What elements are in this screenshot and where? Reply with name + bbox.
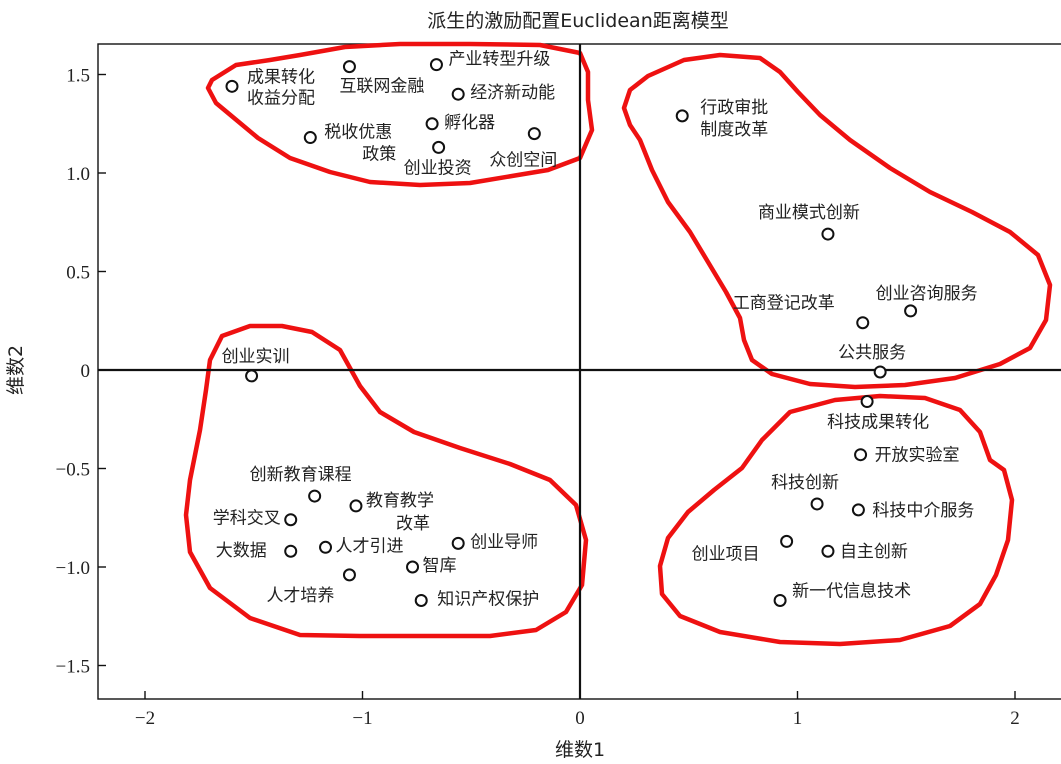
data-point bbox=[851, 503, 865, 517]
y-tick-label: −1.0 bbox=[56, 558, 90, 579]
data-point bbox=[245, 369, 259, 383]
x-axis-title: 维数1 bbox=[555, 739, 605, 761]
point-label: 人才引进 bbox=[336, 536, 404, 556]
point-label: 科技创新 bbox=[771, 473, 839, 493]
data-points bbox=[225, 58, 918, 607]
point-label: 学科交叉 bbox=[213, 509, 281, 529]
y-tick-label: 1.0 bbox=[66, 164, 90, 185]
point-label: 智库 bbox=[423, 556, 457, 576]
data-point bbox=[284, 544, 298, 558]
point-label: 工商登记改革 bbox=[733, 294, 835, 314]
chart-title: 派生的激励配置Euclidean距离模型 bbox=[427, 10, 729, 32]
cluster-outlines bbox=[183, 41, 1053, 647]
point-label: 行政审批制度改革 bbox=[700, 98, 768, 140]
data-point bbox=[856, 316, 870, 330]
data-point bbox=[821, 227, 835, 241]
data-point bbox=[425, 117, 439, 131]
point-label: 税收优惠政策 bbox=[324, 123, 396, 165]
data-point bbox=[303, 131, 317, 145]
data-point bbox=[527, 127, 541, 141]
data-point bbox=[904, 304, 918, 318]
data-point bbox=[873, 365, 887, 379]
point-labels: 成果转化收益分配 互联网金融 产业转型升级经济新动能孵化器税收优惠政策众创空间创业投… bbox=[213, 50, 978, 610]
point-label: 大数据 bbox=[216, 541, 267, 561]
point-label: 创业投资 bbox=[404, 158, 472, 178]
point-label: 经济新动能 bbox=[470, 83, 555, 103]
data-point bbox=[406, 560, 420, 574]
point-label: 创业咨询服务 bbox=[876, 284, 978, 304]
y-axis-ticks: 1.5 1.0 0.5 0 −0.5 −1.0 −1.5 bbox=[56, 66, 106, 678]
point-label: 教育教学改革 bbox=[366, 491, 434, 534]
point-label: 互联网金融 bbox=[339, 77, 424, 97]
x-tick-label: 0 bbox=[575, 708, 585, 729]
point-label: 人才培养 bbox=[266, 586, 334, 606]
point-label: 创业导师 bbox=[470, 532, 538, 552]
point-label: 众创空间 bbox=[489, 151, 557, 171]
y-axis-title: 维数2 bbox=[5, 345, 27, 395]
data-point bbox=[773, 593, 787, 607]
y-tick-label: 0 bbox=[81, 361, 91, 382]
point-label: 开放实验室 bbox=[875, 446, 960, 466]
data-point bbox=[225, 79, 239, 93]
data-point bbox=[675, 109, 689, 123]
point-label: 科技中介服务 bbox=[872, 501, 974, 521]
y-tick-label: 0.5 bbox=[66, 263, 90, 284]
x-tick-label: 1 bbox=[793, 708, 803, 729]
point-label: 新一代信息技术 bbox=[792, 581, 911, 601]
point-label: 产业转型升级 bbox=[448, 50, 550, 70]
cluster-outline-right-top bbox=[621, 52, 1053, 390]
data-point bbox=[451, 87, 465, 101]
x-tick-label: 2 bbox=[1010, 708, 1020, 729]
data-point bbox=[414, 593, 428, 607]
data-point bbox=[308, 489, 322, 503]
y-tick-label: 1.5 bbox=[66, 66, 90, 87]
point-label: 知识产权保护 bbox=[437, 589, 539, 609]
cluster-outline-bottom-right bbox=[657, 393, 1015, 647]
data-point bbox=[284, 513, 298, 527]
point-label: 公共服务 bbox=[838, 343, 906, 363]
data-point bbox=[860, 395, 874, 409]
data-point bbox=[854, 448, 868, 462]
point-label: 科技成果转化 bbox=[827, 413, 929, 433]
cluster-outline-bottom-left bbox=[183, 323, 589, 639]
y-tick-label: −0.5 bbox=[56, 460, 90, 481]
point-label: 创新教育课程 bbox=[250, 465, 352, 485]
data-point bbox=[810, 497, 824, 511]
data-point bbox=[429, 58, 443, 72]
data-point bbox=[780, 534, 794, 548]
data-point bbox=[342, 568, 356, 582]
y-tick-label: −1.5 bbox=[56, 657, 90, 678]
data-point bbox=[349, 499, 363, 513]
x-axis-ticks: −2 −1 0 1 2 bbox=[135, 691, 1020, 729]
data-point bbox=[342, 60, 356, 74]
point-label: 创业项目 bbox=[692, 544, 760, 564]
x-tick-label: −2 bbox=[135, 708, 155, 729]
point-label: 创业实训 bbox=[222, 347, 290, 367]
data-point bbox=[821, 544, 835, 558]
point-label: 商业模式创新 bbox=[758, 203, 860, 223]
x-tick-label: −1 bbox=[352, 708, 372, 729]
data-point bbox=[319, 540, 333, 554]
point-label: 自主创新 bbox=[840, 542, 908, 562]
point-label: 孵化器 bbox=[444, 113, 495, 133]
data-point bbox=[451, 536, 465, 550]
data-point bbox=[432, 140, 446, 154]
point-label: 成果转化收益分配 bbox=[247, 67, 315, 108]
